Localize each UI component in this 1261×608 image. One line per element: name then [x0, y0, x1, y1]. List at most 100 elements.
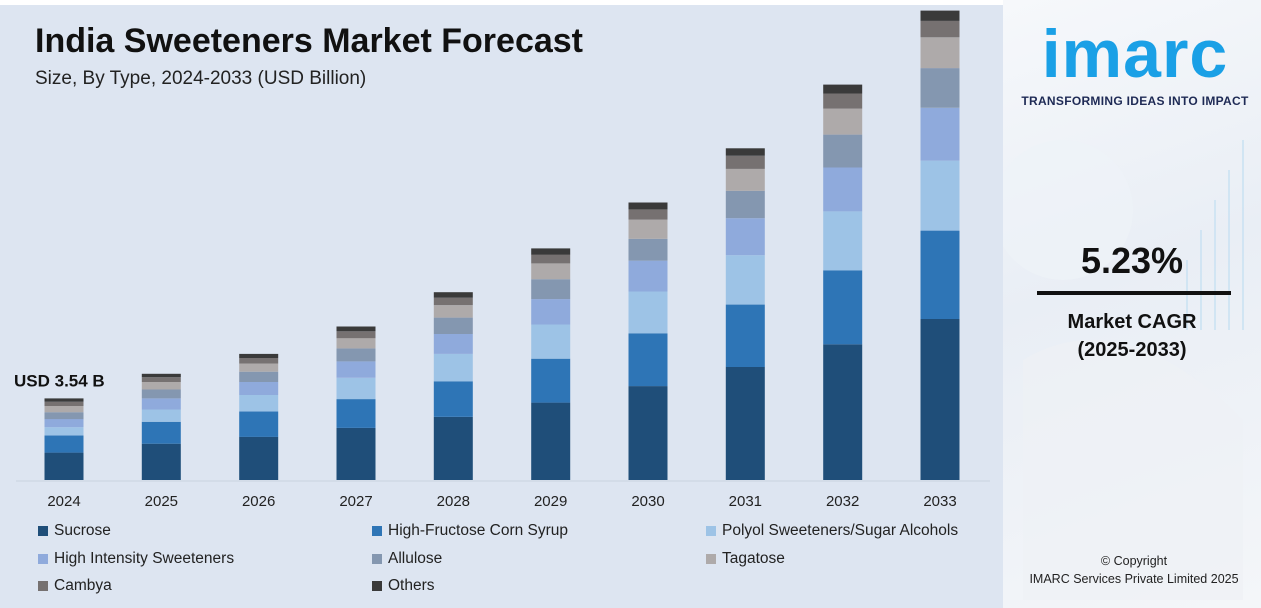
bar-segment-2029-0 [531, 402, 571, 480]
bar-segment-2029-6 [531, 254, 571, 264]
legend-label: High Intensity Sweeteners [54, 550, 235, 567]
bar-segment-2032-6 [823, 93, 863, 109]
bar-segment-2033-7 [920, 10, 960, 21]
legend-swatch [706, 554, 716, 564]
bar-segment-2026-7 [239, 353, 279, 358]
bar-segment-2024-2 [44, 427, 84, 436]
legend-label: Cambya [54, 577, 112, 594]
bar-segment-2027-2 [336, 377, 376, 400]
logo-wordmark: imarc [1041, 16, 1229, 92]
x-tick-label: 2025 [145, 493, 178, 510]
bar-segment-2033-3 [920, 107, 960, 161]
bar-segment-2030-2 [628, 291, 668, 334]
x-tick-label: 2033 [923, 493, 956, 510]
legend-label: Tagatose [722, 550, 785, 567]
bar-segment-2027-1 [336, 399, 376, 428]
bar-segment-2027-7 [336, 326, 376, 332]
bar-segment-2026-2 [239, 395, 279, 412]
bar-segment-2025-3 [141, 398, 181, 410]
bar-segment-2025-0 [141, 443, 181, 480]
copyright-line2: IMARC Services Private Limited 2025 [1029, 572, 1239, 586]
legend-swatch [38, 526, 48, 536]
x-tick-label: 2027 [339, 493, 372, 510]
x-tick-label: 2024 [47, 493, 80, 510]
bar-segment-2027-4 [336, 348, 376, 362]
bar-segment-2024-5 [44, 406, 84, 413]
legend-swatch [38, 581, 48, 591]
bar-segment-2031-0 [725, 366, 765, 480]
bar-segment-2026-3 [239, 382, 279, 395]
bar-segment-2025-7 [141, 373, 181, 378]
x-tick-label: 2028 [437, 493, 470, 510]
bar-segment-2025-4 [141, 389, 181, 399]
logo-tagline: TRANSFORMING IDEAS INTO IMPACT [1021, 94, 1249, 108]
legend-item: Cambya [38, 577, 112, 595]
legend-label: Sucrose [54, 522, 111, 539]
bar-segment-2026-1 [239, 411, 279, 437]
bar-segment-2028-2 [433, 353, 473, 382]
bar-segment-2026-4 [239, 371, 279, 382]
chart-title: India Sweeteners Market Forecast [35, 22, 584, 60]
legend-item: High Intensity Sweeteners [38, 550, 234, 568]
bar-segment-2029-1 [531, 358, 571, 403]
bar-segment-2031-5 [725, 168, 765, 191]
bar-segment-2031-7 [725, 148, 765, 156]
bar-segment-2030-3 [628, 260, 668, 292]
bar-segment-2030-4 [628, 238, 668, 261]
bar-segment-2027-3 [336, 361, 376, 378]
bar-segment-2028-6 [433, 297, 473, 306]
bar-segment-2024-0 [44, 452, 84, 480]
legend-swatch [372, 554, 382, 564]
bar-segment-2031-6 [725, 155, 765, 169]
bar-segment-2031-4 [725, 190, 765, 219]
bar-segment-2027-0 [336, 427, 376, 480]
bar-segment-2025-6 [141, 377, 181, 382]
x-tick-label: 2030 [631, 493, 664, 510]
brand-panel: imarc TRANSFORMING IDEAS INTO IMPACT 5.2… [1003, 0, 1261, 608]
bar-segment-2031-1 [725, 304, 765, 367]
bar-segment-2032-1 [823, 270, 863, 345]
bar-segment-2030-1 [628, 333, 668, 387]
background-decoration [1003, 140, 1244, 600]
bar-segment-2030-7 [628, 202, 668, 210]
bar-segment-2032-3 [823, 167, 863, 212]
bar-segment-2032-0 [823, 344, 863, 480]
bar-segment-2028-1 [433, 381, 473, 417]
legend-label: Allulose [388, 550, 443, 567]
bar-segment-2029-4 [531, 279, 571, 300]
bar-segment-2033-4 [920, 68, 960, 108]
legend-label: Polyol Sweeteners/Sugar Alcohols [722, 522, 959, 539]
bar-segment-2025-1 [141, 421, 181, 444]
bar-segment-2030-5 [628, 219, 668, 239]
bar-segment-2026-5 [239, 363, 279, 372]
bar-segment-2031-2 [725, 255, 765, 305]
cagr-value: 5.23% [1080, 240, 1184, 281]
chart-legend: Sucrose High-Fructose Corn Syrup Polyol Sw… [38, 522, 998, 602]
legend-item: Tagatose [706, 550, 785, 568]
total-annotation-2033: USD 5.80 B [897, 0, 988, 3]
legend-label: Others [388, 577, 435, 594]
x-tick-label: 2029 [534, 493, 567, 510]
chart-subtitle: Size, By Type, 2024-2033 (USD Billion) [35, 68, 367, 89]
bar-segment-2033-0 [920, 319, 960, 480]
bar-segment-2029-5 [531, 263, 571, 280]
bar-segment-2024-6 [44, 401, 84, 406]
imarc-logo: imarc TRANSFORMING IDEAS INTO IMPACT [1017, 16, 1253, 108]
total-annotation-2024: USD 3.54 B [14, 371, 105, 390]
cagr-label-line2: (2025-2033) [1077, 339, 1187, 361]
bar-segment-2032-7 [823, 84, 863, 94]
bar-segment-2027-6 [336, 331, 376, 339]
bar-segment-2031-3 [725, 218, 765, 256]
legend-item: Sucrose [38, 522, 111, 540]
legend-swatch [372, 581, 382, 591]
bar-segment-2033-5 [920, 37, 960, 69]
x-tick-label: 2032 [826, 493, 859, 510]
bar-segment-2030-6 [628, 209, 668, 220]
bar-segment-2024-3 [44, 419, 84, 428]
bar-segment-2029-2 [531, 324, 571, 359]
legend-swatch [372, 526, 382, 536]
bar-segment-2024-1 [44, 435, 84, 453]
legend-label: High-Fructose Corn Syrup [388, 522, 569, 539]
legend-item: Polyol Sweeteners/Sugar Alcohols [706, 522, 958, 540]
bar-segment-2028-5 [433, 305, 473, 318]
